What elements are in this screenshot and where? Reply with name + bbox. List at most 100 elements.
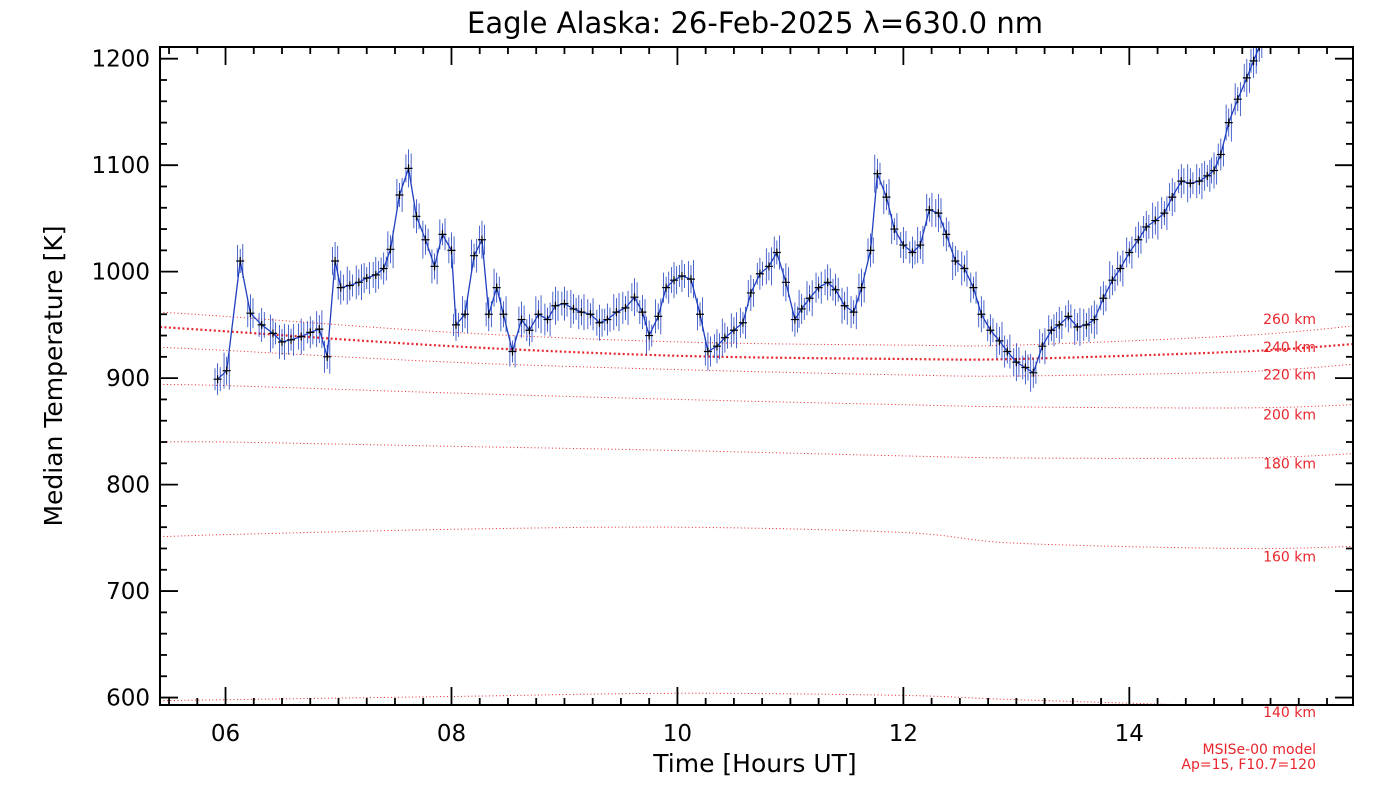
data-point bbox=[738, 318, 747, 327]
data-point bbox=[1151, 216, 1160, 225]
data-point bbox=[849, 308, 858, 317]
data-point bbox=[1055, 320, 1064, 329]
data-point bbox=[1134, 235, 1143, 244]
data-point bbox=[246, 309, 255, 318]
data-point bbox=[323, 352, 332, 361]
data-point bbox=[1216, 150, 1225, 159]
model-label-200-km: 200 km bbox=[1263, 408, 1316, 424]
data-point bbox=[1064, 312, 1073, 321]
model-label-140-km: 140 km bbox=[1263, 705, 1316, 721]
data-point bbox=[638, 308, 647, 317]
y-axis-label: Median Temperature [K] bbox=[39, 225, 68, 526]
data-point bbox=[525, 326, 534, 335]
data-point bbox=[1210, 166, 1219, 175]
y-tick-label: 1000 bbox=[91, 260, 150, 286]
data-point bbox=[603, 315, 612, 324]
data-point bbox=[645, 331, 654, 340]
data-point bbox=[882, 193, 891, 202]
data-point bbox=[1160, 209, 1169, 218]
data-point bbox=[831, 285, 840, 294]
data-point bbox=[379, 264, 388, 273]
data-point bbox=[866, 246, 875, 255]
data-point bbox=[306, 328, 315, 337]
axes bbox=[159, 46, 1354, 706]
data-point bbox=[703, 347, 712, 356]
data-point bbox=[412, 212, 421, 221]
measurement-series bbox=[213, 47, 1264, 396]
measurement-line bbox=[217, 47, 1260, 380]
data-point bbox=[461, 310, 470, 319]
data-point bbox=[934, 209, 943, 218]
chart-title: Eagle Alaska: 26-Feb-2025 λ=630.0 nm bbox=[467, 6, 1043, 40]
data-point bbox=[630, 293, 639, 302]
data-point bbox=[484, 310, 493, 319]
data-point bbox=[1116, 264, 1125, 273]
data-point bbox=[995, 336, 1004, 345]
data-point bbox=[534, 310, 543, 319]
data-point bbox=[543, 315, 552, 324]
data-point bbox=[1168, 193, 1177, 202]
data-point bbox=[354, 278, 363, 287]
data-point bbox=[470, 251, 479, 260]
data-point bbox=[781, 278, 790, 287]
data-point bbox=[508, 347, 517, 356]
data-point bbox=[1195, 177, 1204, 186]
data-point bbox=[908, 248, 917, 257]
data-point bbox=[386, 245, 395, 254]
y-tick-label: 600 bbox=[106, 686, 150, 712]
y-tick-label: 1200 bbox=[91, 47, 150, 73]
data-point bbox=[696, 310, 705, 319]
data-point bbox=[840, 301, 849, 310]
model-curve-220-km bbox=[160, 346, 1353, 377]
data-point bbox=[1203, 171, 1212, 180]
data-point bbox=[331, 257, 340, 266]
data-point bbox=[257, 320, 266, 329]
model-curve-240-km bbox=[160, 325, 1353, 361]
data-point bbox=[797, 304, 806, 313]
model-parameters-annotation: Ap=15, F10.7=120 bbox=[1181, 757, 1316, 773]
data-point bbox=[1003, 347, 1012, 356]
y-tick-label: 900 bbox=[106, 366, 150, 392]
data-point bbox=[823, 278, 832, 287]
data-point bbox=[1186, 179, 1195, 188]
data-point bbox=[345, 281, 354, 290]
data-point bbox=[287, 335, 296, 344]
y-tick-label: 1100 bbox=[91, 153, 150, 179]
data-point bbox=[1047, 326, 1056, 335]
data-point bbox=[1249, 56, 1258, 65]
data-point bbox=[395, 190, 404, 199]
data-point bbox=[447, 246, 456, 255]
data-point bbox=[890, 225, 899, 234]
model-label-240-km: 240 km bbox=[1263, 340, 1316, 356]
x-tick-label: 12 bbox=[889, 721, 918, 747]
data-point bbox=[1029, 368, 1038, 377]
data-point bbox=[268, 329, 277, 338]
data-point bbox=[1038, 342, 1047, 351]
data-point bbox=[772, 248, 781, 257]
data-point bbox=[621, 303, 630, 312]
data-point bbox=[362, 274, 371, 283]
data-point bbox=[404, 164, 413, 173]
data-point bbox=[670, 276, 679, 285]
data-point bbox=[873, 169, 882, 178]
data-point bbox=[1108, 276, 1117, 285]
data-point bbox=[1142, 222, 1151, 231]
data-point bbox=[586, 310, 595, 319]
data-point bbox=[315, 325, 324, 334]
data-point bbox=[278, 337, 287, 346]
data-point bbox=[336, 283, 345, 292]
data-point bbox=[451, 320, 460, 329]
data-point bbox=[729, 326, 738, 335]
x-tick-label: 10 bbox=[663, 721, 692, 747]
data-point bbox=[899, 241, 908, 250]
data-point bbox=[560, 299, 569, 308]
data-point bbox=[1233, 95, 1242, 104]
data-point bbox=[1090, 315, 1099, 324]
data-point bbox=[805, 294, 814, 303]
data-point bbox=[371, 270, 380, 279]
data-point bbox=[960, 264, 969, 273]
model-label-180-km: 180 km bbox=[1263, 457, 1316, 473]
data-point bbox=[712, 342, 721, 351]
data-point bbox=[662, 283, 671, 292]
